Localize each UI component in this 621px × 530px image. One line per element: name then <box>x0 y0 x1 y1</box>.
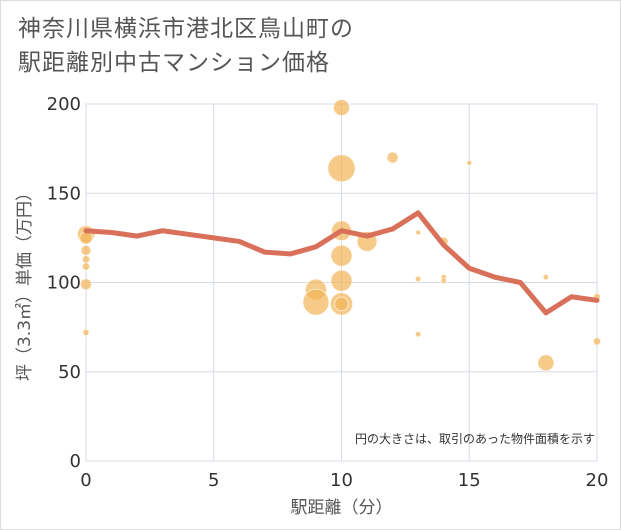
bubble-point <box>592 337 602 346</box>
bubble-point <box>414 275 422 283</box>
average-price-line <box>83 210 600 316</box>
bubble-point <box>542 273 550 281</box>
chart-title-line1: 神奈川県横浜市港北区鳥山町の <box>18 16 354 42</box>
bubble-point <box>81 262 91 271</box>
y-tick-label: 150 <box>47 183 81 204</box>
x-axis-label: 駅距離（分） <box>291 498 393 518</box>
y-tick-label: 50 <box>58 362 81 383</box>
y-tick-label: 100 <box>47 273 81 294</box>
chart-title: 神奈川県横浜市港北区鳥山町の 駅距離別中古マンション価格 <box>18 12 354 80</box>
bubble-point <box>386 151 399 164</box>
bubble-point <box>466 159 473 166</box>
bubble-point <box>414 330 422 338</box>
bubble-point <box>81 255 91 264</box>
y-axis-label: 坪（3.3㎡）単価（万円） <box>15 184 35 381</box>
bubble-point <box>537 354 555 372</box>
average-line-layer <box>83 210 600 316</box>
bubble-point <box>415 229 422 236</box>
bubble-size-note: 円の大きさは、取引のあった物件面積を示す <box>355 431 595 446</box>
bubble-point <box>327 154 356 183</box>
bubble-point <box>334 296 349 312</box>
y-tick-label: 200 <box>47 94 81 115</box>
bubble-point <box>80 244 92 256</box>
bubble-point <box>330 269 353 292</box>
bubble-point <box>332 99 351 117</box>
bubble-point <box>79 278 93 291</box>
bubble-point <box>330 244 353 267</box>
chart-title-line2: 駅距離別中古マンション価格 <box>18 50 330 76</box>
x-tick-label: 0 <box>80 470 91 491</box>
x-tick-label: 10 <box>330 470 353 491</box>
y-tick-label: 0 <box>70 451 81 472</box>
bubble-point <box>302 288 330 316</box>
bubble-point <box>440 277 447 285</box>
x-tick-label: 20 <box>586 470 609 491</box>
x-tick-label: 5 <box>208 470 219 491</box>
bubble-point <box>82 328 90 337</box>
tick-labels: 0 50 100 150 200 0 5 10 15 20 <box>47 94 609 491</box>
x-tick-label: 15 <box>458 470 481 491</box>
bubbles <box>76 99 602 372</box>
